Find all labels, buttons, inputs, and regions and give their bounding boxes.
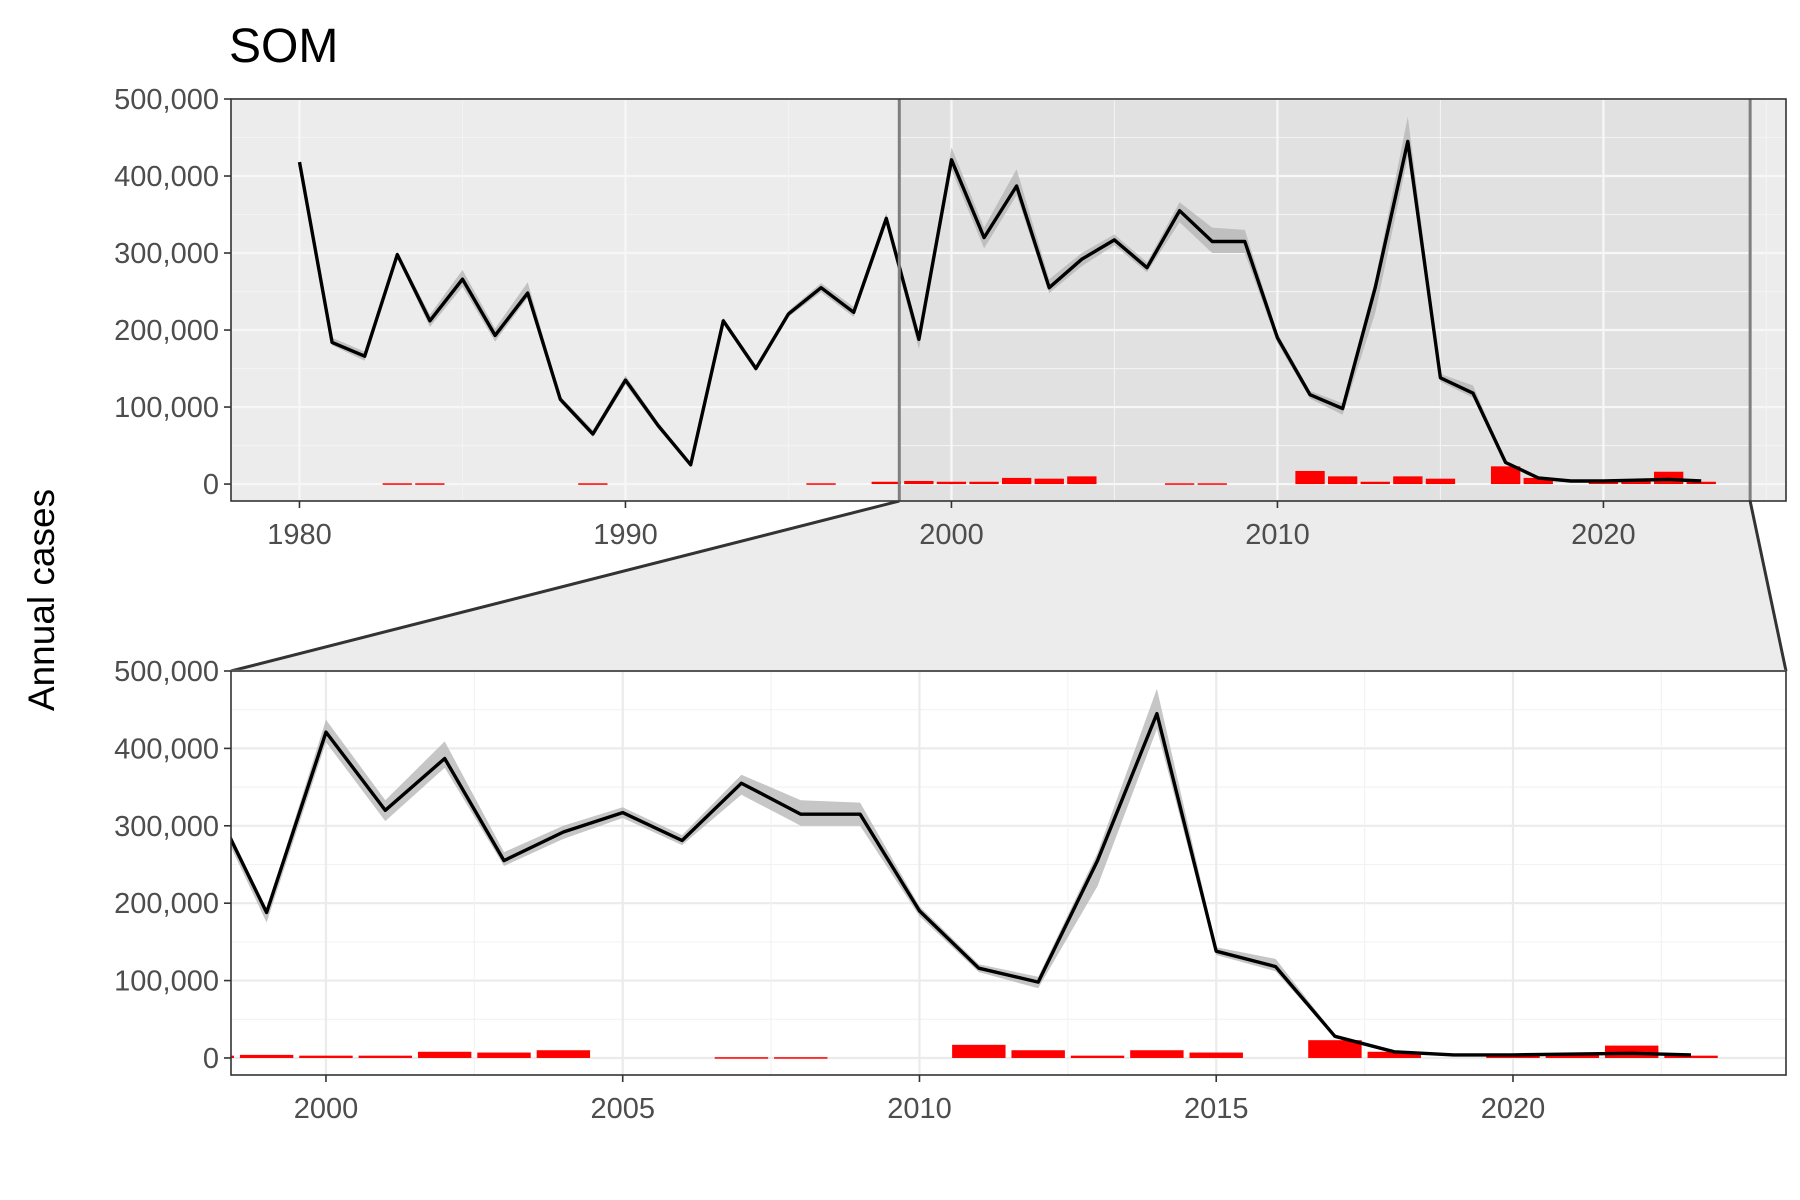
overview-y-tick-label: 100,000	[114, 392, 219, 424]
zoom-connector-right	[1748, 500, 1788, 672]
overview-panel: 0 100,000 200,000 300,000 400,000 500,000 1980…	[114, 84, 1787, 551]
zoom-panel: 0 100,000 200,000 300,000 400,000 500,000 2000…	[62, 656, 1787, 1125]
overview-bar	[1034, 478, 1064, 485]
zoom-bar	[417, 1051, 472, 1058]
overview-bar	[1197, 483, 1227, 485]
overview-y-tick-label: 400,000	[114, 161, 219, 193]
zoom-y-tick-label: 400,000	[114, 733, 219, 765]
zoom-x-tick-label: 2005	[590, 1093, 655, 1125]
zoom-border	[230, 670, 1787, 1076]
overview-y-tick-label: 500,000	[114, 84, 219, 116]
zoom-bar	[299, 1055, 353, 1058]
overview-bar	[1523, 477, 1553, 485]
overview-bar	[382, 483, 412, 485]
zoom-bar	[536, 1050, 591, 1058]
zoom-bar	[1308, 1040, 1362, 1058]
zoom-bar	[358, 1055, 413, 1058]
zoom-data	[62, 688, 1718, 1059]
overview-x-tick-label: 1990	[593, 519, 658, 551]
overview-bar	[1001, 477, 1032, 485]
overview-bar	[969, 481, 999, 485]
zoom-background	[231, 671, 1786, 1075]
zoom-y-tick-label: 0	[203, 1043, 219, 1075]
zoom-bar	[1486, 1055, 1540, 1058]
zoom-bar	[952, 1044, 1006, 1058]
zoom-connector	[231, 501, 1786, 671]
zoom-bar	[714, 1057, 769, 1059]
zoom-bar	[1070, 1055, 1125, 1058]
zoom-y-tick-label: 300,000	[114, 811, 219, 843]
overview-bar	[1490, 466, 1521, 485]
zoom-bar	[1189, 1052, 1243, 1058]
zoom-x-tick-label: 2015	[1184, 1093, 1249, 1125]
overview-bar	[1425, 478, 1456, 485]
overview-x-tick-label: 2000	[919, 519, 984, 551]
overview-bar	[1360, 481, 1390, 485]
zoom-y-tick-label: 200,000	[114, 888, 219, 920]
zoom-x-tick-label: 2000	[294, 1093, 359, 1125]
zoom-bar	[1130, 1050, 1184, 1058]
chart-title: SOM	[229, 20, 338, 73]
overview-y-tick-label: 300,000	[114, 238, 219, 270]
overview-bar	[1164, 483, 1195, 485]
overview-bar	[1686, 481, 1716, 485]
overview-bar	[1393, 476, 1423, 485]
overview-x-tick-label: 2010	[1245, 519, 1310, 551]
zoom-window-region	[899, 99, 1751, 501]
overview-bar	[1327, 476, 1358, 485]
overview-bar	[1295, 470, 1325, 485]
zoom-connector-left	[230, 499, 900, 673]
overview-bar	[806, 483, 836, 485]
overview-bar	[1588, 481, 1619, 485]
zoom-bar	[1664, 1055, 1718, 1058]
overview-bar	[578, 483, 608, 485]
overview-x-tick-label: 1980	[267, 519, 332, 551]
zoom-bar	[239, 1054, 294, 1058]
overview-border	[230, 98, 1787, 502]
zoom-x-tick-label: 2010	[887, 1093, 952, 1125]
overview-bar	[936, 481, 967, 485]
overview-y-tick-label: 200,000	[114, 315, 219, 347]
overview-bar	[415, 483, 445, 485]
zoom-bar	[477, 1052, 531, 1058]
zoom-bar	[62, 1057, 115, 1059]
overview-bar	[871, 481, 901, 485]
zoom-bar	[231, 1055, 234, 1058]
zoom-bar	[774, 1057, 828, 1059]
zoom-y-tick-label: 500,000	[114, 656, 219, 688]
y-axis-label: Annual cases	[21, 489, 62, 711]
overview-data	[297, 116, 1716, 485]
zoom-series-line	[231, 711, 1692, 1057]
overview-y-tick-label: 0	[203, 469, 219, 501]
zoom-bar	[1367, 1051, 1421, 1058]
zoom-x-tick-label: 2020	[1481, 1093, 1546, 1125]
overview-bar	[1067, 476, 1097, 485]
overview-series-line	[297, 139, 1702, 483]
zoom-bar	[1011, 1050, 1065, 1058]
zoom-y-tick-label: 100,000	[114, 966, 219, 998]
overview-bar	[904, 480, 934, 485]
overview-x-tick-label: 2020	[1571, 519, 1636, 551]
